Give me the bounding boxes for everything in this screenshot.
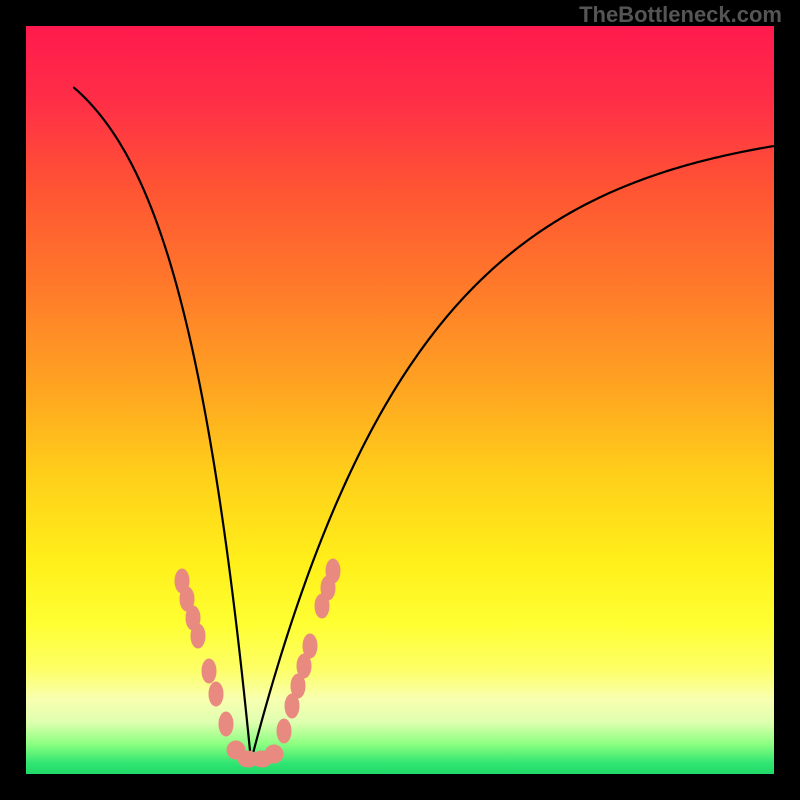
data-marker (326, 559, 340, 583)
data-marker (219, 712, 233, 736)
plot-area (26, 26, 774, 774)
chart-frame: TheBottleneck.com (0, 0, 800, 800)
plot-svg (26, 26, 774, 774)
gradient-background (26, 26, 774, 774)
data-marker (209, 682, 223, 706)
data-marker (191, 624, 205, 648)
data-marker (202, 659, 216, 683)
data-marker (265, 745, 283, 763)
data-marker (277, 719, 291, 743)
data-marker (303, 634, 317, 658)
watermark-text: TheBottleneck.com (579, 2, 782, 28)
